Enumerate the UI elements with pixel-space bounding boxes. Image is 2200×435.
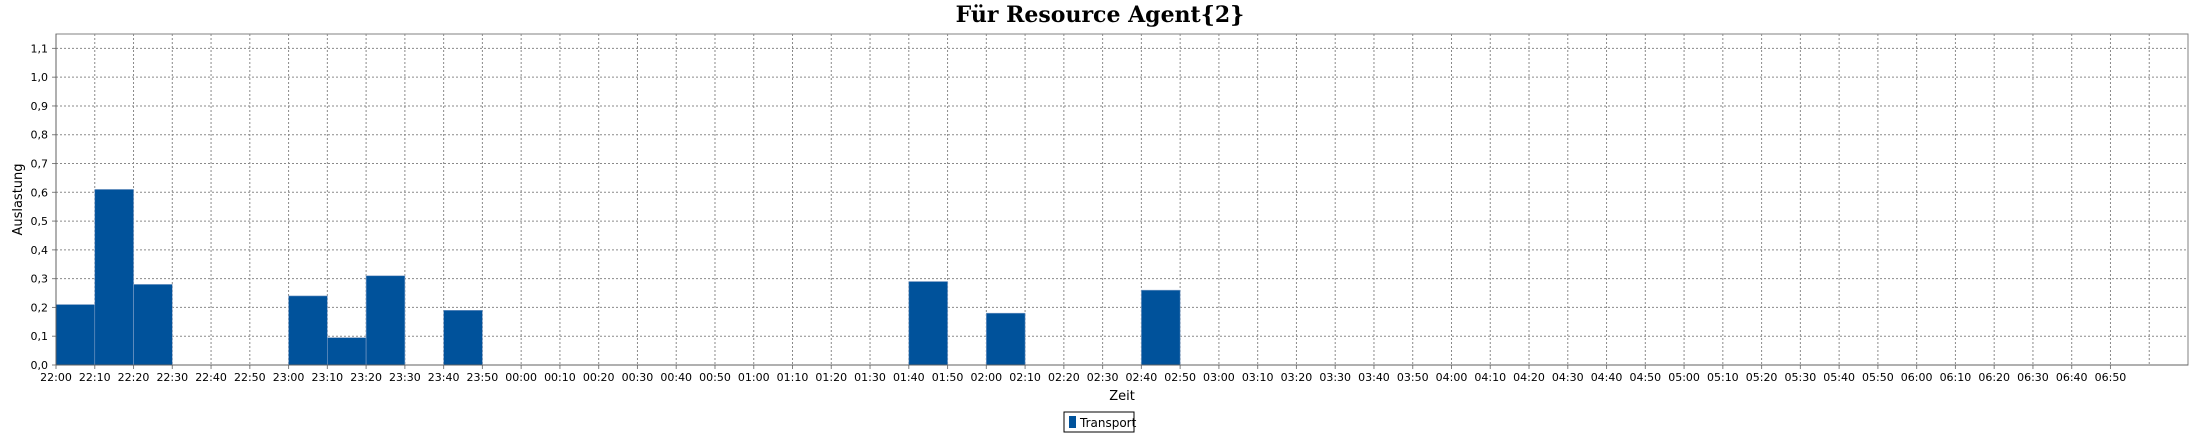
x-tick-label: 03:00: [1203, 371, 1235, 384]
x-tick-label: 05:20: [1746, 371, 1778, 384]
x-tick-label: 22:00: [40, 371, 72, 384]
x-tick-label: 06:10: [1940, 371, 1972, 384]
x-tick-label: 03:40: [1358, 371, 1390, 384]
x-tick-label: 00:00: [505, 371, 537, 384]
x-tick-label: 00:50: [699, 371, 731, 384]
bar-2210: [94, 189, 134, 366]
x-tick-label: 22:50: [234, 371, 266, 384]
x-tick-label: 02:10: [1009, 371, 1041, 384]
x-tick-label: 03:10: [1242, 371, 1274, 384]
y-tick-label: 0,7: [31, 158, 49, 171]
bar-2320: [365, 275, 406, 366]
y-tick-label: 0,9: [31, 100, 49, 113]
x-tick-labels: 22:00 22:10 22:20 22:30 22:40 22:50 23:00 23:10…: [40, 371, 2126, 384]
x-tick-label: 04:30: [1552, 371, 1584, 384]
legend-label-transport: Transport: [1079, 416, 1137, 430]
x-tick-label: 00:30: [622, 371, 654, 384]
y-tick-label: 0,2: [31, 301, 49, 314]
bars: [55, 189, 1181, 366]
x-tick-label: 02:00: [970, 371, 1002, 384]
x-tick-label: 02:50: [1164, 371, 1196, 384]
bar-2300: [288, 295, 328, 366]
y-tick-label: 0,1: [31, 330, 49, 343]
y-tick-label: 1,1: [31, 42, 49, 55]
x-tick-label: 00:40: [660, 371, 692, 384]
x-tick-label: 02:20: [1048, 371, 1080, 384]
x-tick-label: 01:30: [854, 371, 886, 384]
x-tick-label: 22:10: [79, 371, 111, 384]
x-tick-label: 23:40: [428, 371, 460, 384]
y-tick-label: 1,0: [31, 71, 49, 84]
x-tick-label: 23:50: [467, 371, 499, 384]
x-tick-label: 04:50: [1629, 371, 1661, 384]
x-tick-label: 03:30: [1319, 371, 1351, 384]
bar-0140: [908, 281, 948, 366]
y-tick-label: 0,0: [31, 359, 49, 372]
x-tick-label: 05:40: [1823, 371, 1855, 384]
x-tick-label: 01:00: [738, 371, 770, 384]
x-tick-label: 04:00: [1436, 371, 1468, 384]
bar-2310: [327, 337, 367, 366]
bar-2200: [55, 304, 96, 366]
x-tick-label: 23:00: [273, 371, 305, 384]
legend: Transport: [1063, 411, 1137, 433]
y-tick-label: 0,6: [31, 186, 49, 199]
x-tick-label: 22:40: [195, 371, 227, 384]
x-tick-label: 00:10: [544, 371, 576, 384]
x-tick-label: 02:30: [1087, 371, 1119, 384]
x-tick-label: 01:10: [777, 371, 809, 384]
x-tick-label: 23:30: [389, 371, 421, 384]
x-tick-label: 04:20: [1513, 371, 1545, 384]
x-tick-label: 06:50: [2095, 371, 2127, 384]
x-tick-label: 05:00: [1668, 371, 1700, 384]
x-tick-label: 22:30: [156, 371, 188, 384]
x-tick-label: 04:40: [1591, 371, 1623, 384]
x-tick-label: 22:20: [118, 371, 150, 384]
x-tick-label: 05:50: [1862, 371, 1894, 384]
x-tick-label: 23:10: [311, 371, 343, 384]
x-tick-label: 06:00: [1901, 371, 1933, 384]
y-tick-label: 0,4: [31, 244, 49, 257]
x-tick-label: 23:20: [350, 371, 382, 384]
x-tick-label: 02:40: [1126, 371, 1158, 384]
y-tick-label: 0,3: [31, 273, 49, 286]
x-tick-label: 01:40: [893, 371, 925, 384]
bar-2340: [443, 310, 483, 366]
x-tick-label: 01:50: [932, 371, 964, 384]
x-axis-label: Zeit: [1109, 389, 1135, 404]
x-tick-label: 04:10: [1474, 371, 1506, 384]
y-tick-labels: 0,0 0,1 0,2 0,3 0,4 0,5 0,6 0,7 0,8 0,9 1,0 1,1: [31, 42, 49, 372]
grid: [56, 34, 2188, 365]
legend-swatch-transport: [1069, 416, 1076, 428]
axes: [52, 34, 2188, 369]
chart-title: Für Resource Agent{2}: [956, 2, 1245, 28]
bar-2220: [133, 284, 173, 366]
x-tick-label: 06:20: [1978, 371, 2010, 384]
legend-box: [1063, 411, 1135, 433]
x-tick-label: 03:20: [1281, 371, 1313, 384]
x-tick-label: 03:50: [1397, 371, 1429, 384]
bar-0240: [1141, 289, 1181, 366]
x-tick-label: 01:20: [815, 371, 847, 384]
y-axis-label: Auslastung: [11, 163, 26, 235]
x-tick-label: 05:10: [1707, 371, 1739, 384]
x-tick-label: 06:40: [2056, 371, 2088, 384]
y-tick-label: 0,5: [31, 215, 49, 228]
bar-0200: [986, 312, 1026, 366]
plot-area: [55, 33, 2189, 366]
x-tick-label: 05:30: [1785, 371, 1817, 384]
x-tick-label: 00:20: [583, 371, 615, 384]
x-tick-label: 06:30: [2017, 371, 2049, 384]
y-tick-label: 0,8: [31, 129, 49, 142]
